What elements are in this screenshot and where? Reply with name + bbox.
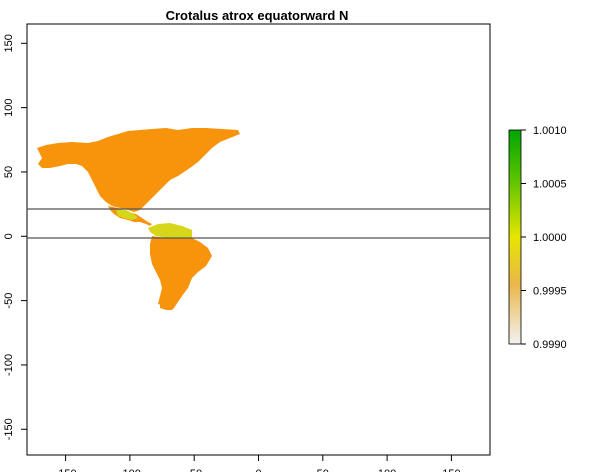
highlight-band-south bbox=[148, 223, 192, 238]
americas-landmass bbox=[37, 128, 240, 310]
x-tick-label: -150 bbox=[55, 468, 77, 472]
y-tick-label: -100 bbox=[3, 354, 15, 376]
x-tick-label: 50 bbox=[317, 468, 329, 472]
y-tick-label: 50 bbox=[3, 166, 15, 178]
x-tick-label: 0 bbox=[255, 468, 261, 472]
legend-tick-label: 1.0010 bbox=[533, 125, 567, 137]
south-america bbox=[150, 236, 212, 308]
legend-tick-label: 1.0005 bbox=[533, 179, 567, 191]
y-axis: -150 -100 -50 0 50 100 150 bbox=[3, 34, 27, 440]
north-america bbox=[37, 128, 240, 212]
highlight-band-north bbox=[116, 210, 138, 220]
patagonia-tip bbox=[160, 304, 174, 310]
y-tick-label: -150 bbox=[3, 418, 15, 440]
y-tick-label: -50 bbox=[3, 293, 15, 309]
map-title: Crotalus atrox equatorward N bbox=[166, 8, 349, 23]
plot-frame bbox=[26, 23, 491, 456]
x-axis: -150 -100 -50 0 50 100 150 bbox=[55, 455, 461, 472]
y-tick-label: 100 bbox=[3, 98, 15, 116]
x-tick-label: -50 bbox=[186, 468, 202, 472]
y-tick-label: 150 bbox=[3, 34, 15, 52]
legend-tick-label: 0.9995 bbox=[533, 286, 567, 298]
y-tick-label: 0 bbox=[3, 233, 15, 239]
x-tick-label: 100 bbox=[378, 468, 396, 472]
legend-color-bar bbox=[508, 129, 522, 345]
x-tick-label: 150 bbox=[442, 468, 460, 472]
legend-tick-label: 0.9990 bbox=[533, 339, 567, 351]
x-tick-label: -100 bbox=[119, 468, 141, 472]
legend-tick-label: 1.0000 bbox=[533, 232, 567, 244]
legend-scale: 1.0010 1.0005 1.0000 0.9995 0.9990 bbox=[521, 125, 567, 351]
